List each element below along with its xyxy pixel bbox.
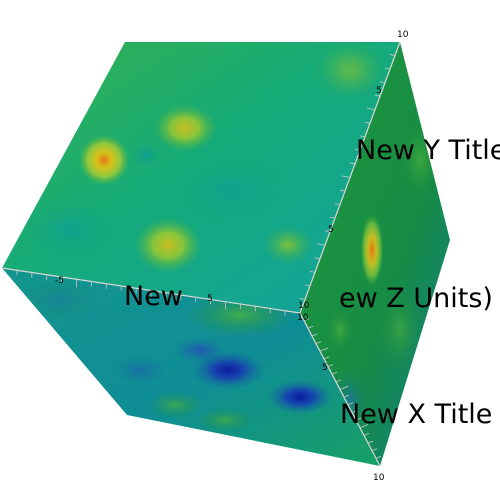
y-axis-title: New Y Title	[356, 135, 500, 166]
tick-label-y-mid: 5	[376, 86, 382, 96]
z-axis-tick	[303, 318, 310, 322]
y-axis-tick	[359, 135, 366, 138]
x-axis-title: New X Title	[340, 399, 492, 430]
z-axis-tick	[343, 394, 350, 398]
z-axis-tick	[367, 440, 374, 444]
z-axis-tick	[351, 410, 358, 413]
y-axis-tick	[341, 175, 351, 178]
z-axis-tick	[375, 455, 382, 459]
axis-titles: New Y Title New ew Z Units) New X Title	[124, 135, 500, 430]
y-axis-tick	[329, 216, 336, 219]
z-axis-tick	[335, 379, 342, 383]
z-axis-tick	[323, 356, 330, 360]
z-axis-tick	[339, 385, 349, 390]
z-axis-tick	[319, 347, 329, 352]
tick-label-y-lower: 5	[322, 363, 328, 373]
y-axis-tick	[314, 257, 321, 260]
y-axis-tick	[366, 107, 376, 111]
y-axis-tick	[379, 81, 386, 84]
z-axis-tick	[311, 333, 318, 337]
y-axis-tick	[389, 54, 396, 56]
z-axis-tick	[315, 341, 322, 344]
z-axis-tick	[347, 402, 354, 406]
tick-label-z-left: -5	[55, 276, 64, 286]
tick-label-top-corner: 10	[397, 30, 409, 40]
z-axis-title: ew Z Units)	[339, 283, 493, 314]
z-axis-tick	[371, 448, 378, 452]
y-axis-tick	[309, 270, 316, 273]
y-axis-tick	[354, 149, 361, 151]
tick-label-x-mid: 5	[207, 294, 213, 304]
tick-label-front-corner-b: 10	[297, 313, 309, 323]
y-axis-tick	[384, 67, 391, 70]
y-axis-tick	[304, 284, 311, 287]
z-axis-tick	[331, 371, 338, 375]
y-axis-tick	[374, 94, 381, 97]
y-axis-tick	[316, 243, 326, 246]
y-axis-tick	[339, 189, 346, 192]
y-axis-tick	[364, 121, 371, 124]
tick-marks	[16, 54, 396, 459]
tick-label-front-corner-a: 10	[298, 301, 310, 311]
tick-labels: 10 5 5 -5 5 10 10 5 10	[55, 30, 409, 483]
z-axis-tick	[359, 424, 369, 429]
z-axis-tick	[355, 417, 362, 421]
y-axis-tick	[299, 298, 306, 300]
y-axis-tick	[334, 203, 341, 205]
z-axis-tick	[363, 433, 370, 436]
tick-label-right-bottom-corner: 10	[373, 473, 385, 483]
z-axis-title-occluded-fragment: New	[124, 281, 183, 312]
cube-top-face	[2, 42, 400, 313]
z-axis-tick	[307, 325, 314, 329]
z-axis-tick	[327, 364, 334, 367]
y-axis-tick	[324, 230, 331, 233]
y-axis-tick	[349, 162, 356, 165]
tick-label-z-mid: 5	[328, 225, 334, 235]
